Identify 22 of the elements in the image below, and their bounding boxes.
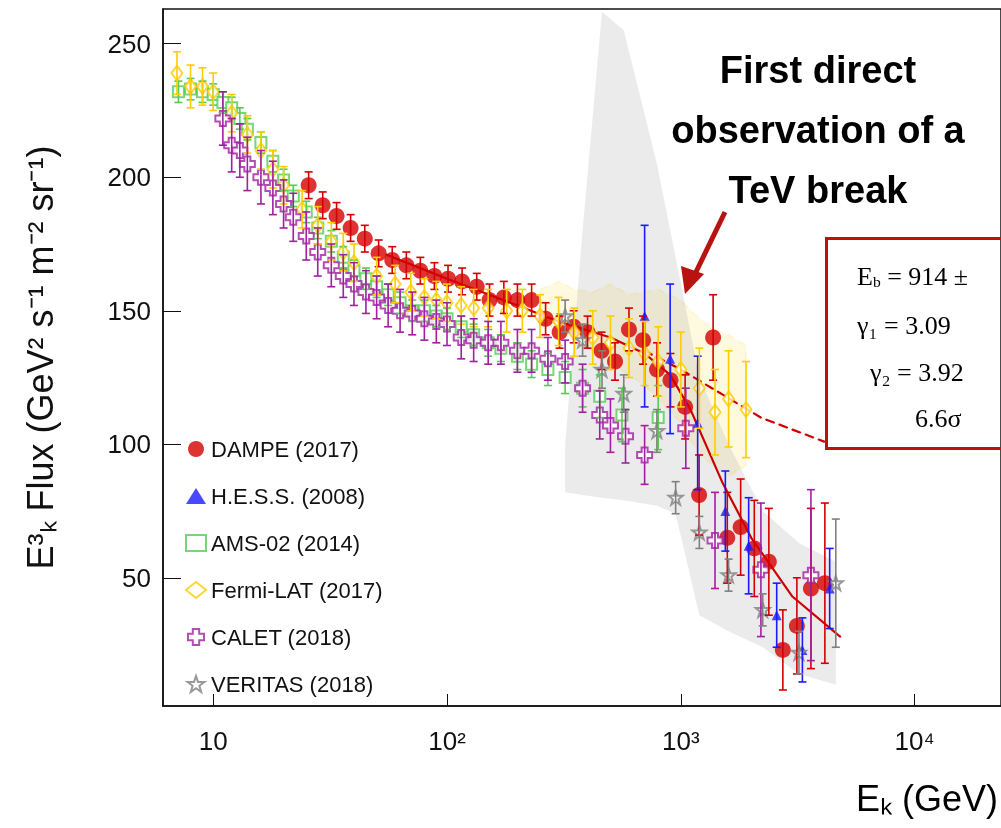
y-tick-label: 200 (107, 162, 151, 193)
x-axis-title: Eₖ (GeV) (855, 777, 998, 819)
legend-label: AMS-02 (2014) (211, 530, 361, 556)
x-tick-label: 10² (428, 726, 467, 756)
y-tick-label: 50 (122, 562, 151, 593)
y-tick-label: 100 (107, 429, 151, 460)
legend-label: VERITAS (2018) (211, 671, 374, 697)
x-tick-label: 10⁴ (894, 726, 935, 756)
legend-label: DAMPE (2017) (211, 436, 359, 462)
legend-label: Fermi-LAT (2017) (211, 577, 383, 603)
y-tick-label: 250 (107, 28, 151, 59)
annotation: First direct observation of a TeV break (671, 49, 966, 211)
annotation: Eb = 914 ± (857, 261, 969, 291)
x-tick-label: 10³ (662, 726, 700, 756)
x-tick-label: 10 (198, 726, 228, 756)
annotation: 6.6σ (915, 403, 962, 433)
y-axis-title: E³ₖ Flux (GeV² s⁻¹ m⁻² sr⁻¹) (19, 145, 61, 570)
legend-label: CALET (2018) (211, 624, 352, 650)
annotation: γ₁ = 3.09 (856, 310, 951, 340)
y-tick-label: 150 (107, 295, 151, 326)
legend-label: H.E.S.S. (2008) (211, 483, 366, 509)
annotation: γ₂ = 3.92 (869, 357, 964, 387)
